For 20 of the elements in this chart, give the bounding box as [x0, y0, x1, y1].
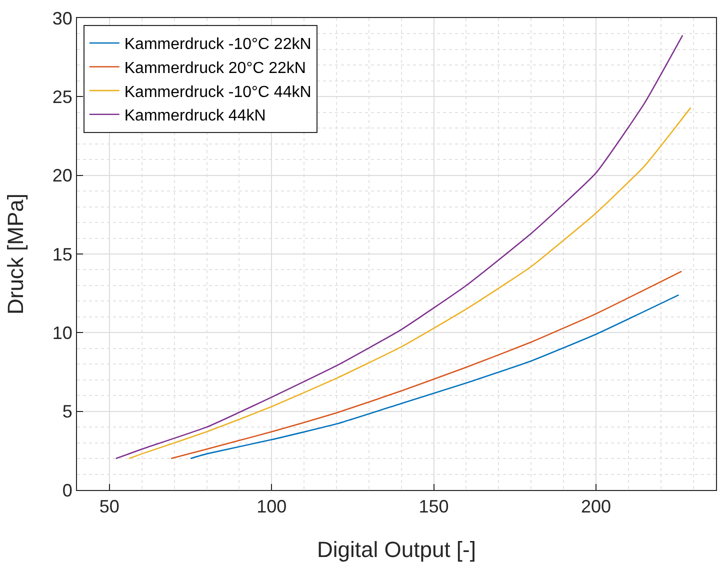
legend-label: Kammerdruck -10°C 44kN [124, 84, 312, 101]
y-tick-label: 15 [52, 244, 72, 264]
y-tick-label: 25 [52, 86, 72, 107]
x-tick-label: 200 [580, 496, 612, 517]
x-axis-title: Digital Output [-] [317, 537, 476, 562]
legend-label: Kammerdruck -10°C 22kN [124, 36, 312, 54]
line-series [115, 34, 684, 460]
y-tick-label: 5 [62, 402, 72, 422]
y-tick-label: 20 [52, 166, 72, 186]
legend-label: Kammerdruck 44kN [124, 108, 266, 125]
x-tick-label: 50 [99, 496, 120, 517]
y-tick-label: 30 [52, 8, 72, 28]
x-tick-label: 100 [256, 496, 287, 517]
y-tick-label: 0 [62, 480, 72, 500]
y-tick-label: 10 [52, 322, 72, 343]
line-series [190, 294, 680, 460]
y-axis-title: Druck [MPa] [3, 193, 28, 315]
x-tick-label: 150 [418, 496, 449, 517]
legend-label: Kammerdruck 20°C 22kN [124, 60, 306, 78]
line-series [170, 270, 682, 460]
